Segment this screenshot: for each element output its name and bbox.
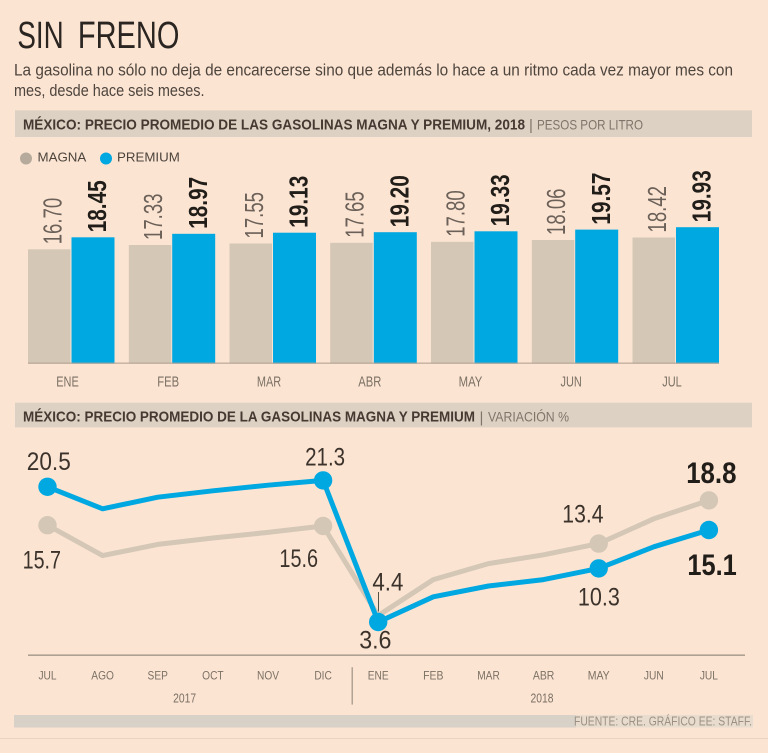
svg-text:ENE: ENE bbox=[368, 669, 389, 683]
svg-text:15.6: 15.6 bbox=[279, 545, 318, 573]
svg-text:mes, desde hace seis meses.: mes, desde hace seis meses. bbox=[14, 81, 205, 100]
svg-text:3.6: 3.6 bbox=[359, 626, 391, 654]
svg-text:MAR: MAR bbox=[257, 373, 281, 390]
svg-text:MAY: MAY bbox=[588, 669, 610, 683]
svg-text:19.57: 19.57 bbox=[588, 173, 616, 225]
svg-text:17.33: 17.33 bbox=[140, 194, 168, 241]
svg-text:21.3: 21.3 bbox=[305, 443, 345, 471]
svg-text:MAGNA: MAGNA bbox=[38, 150, 87, 165]
svg-text:MÉXICO: PRECIO PROMEDIO DE LAS: MÉXICO: PRECIO PROMEDIO DE LAS GASOLINAS… bbox=[23, 116, 525, 133]
svg-text:FRENO: FRENO bbox=[78, 15, 179, 57]
svg-text:FEB: FEB bbox=[423, 669, 443, 683]
svg-text:La gasolina no sólo no deja de: La gasolina no sólo no deja de encarecer… bbox=[14, 60, 733, 79]
svg-text:SIN: SIN bbox=[17, 15, 63, 57]
svg-text:VARIACIÓN %: VARIACIÓN % bbox=[488, 409, 569, 425]
svg-text:JUL: JUL bbox=[38, 669, 56, 683]
svg-text:NOV: NOV bbox=[257, 669, 280, 683]
svg-text:DIC: DIC bbox=[314, 669, 332, 683]
svg-text:20.5: 20.5 bbox=[27, 448, 71, 476]
svg-text:FUENTE: CRE. GRÁFICO EE: STAFF: FUENTE: CRE. GRÁFICO EE: STAFF. bbox=[574, 714, 752, 729]
svg-text:|: | bbox=[480, 409, 484, 426]
svg-text:ABR: ABR bbox=[533, 669, 555, 683]
svg-text:19.13: 19.13 bbox=[286, 176, 314, 228]
svg-text:19.93: 19.93 bbox=[689, 170, 717, 222]
svg-text:FEB: FEB bbox=[157, 373, 179, 390]
svg-text:MÉXICO: PRECIO PROMEDIO DE LA: MÉXICO: PRECIO PROMEDIO DE LA GASOLINAS … bbox=[23, 409, 475, 426]
svg-text:|: | bbox=[529, 117, 533, 134]
svg-text:MAR: MAR bbox=[477, 669, 500, 683]
svg-text:2017: 2017 bbox=[173, 691, 196, 706]
svg-text:15.7: 15.7 bbox=[23, 547, 61, 575]
svg-text:PESOS POR LITRO: PESOS POR LITRO bbox=[537, 116, 643, 132]
svg-text:19.20: 19.20 bbox=[386, 175, 414, 227]
svg-text:19.33: 19.33 bbox=[487, 174, 515, 226]
svg-text:MAY: MAY bbox=[459, 373, 483, 390]
svg-text:13.4: 13.4 bbox=[562, 500, 603, 528]
svg-text:ABR: ABR bbox=[358, 373, 381, 390]
svg-text:4.4: 4.4 bbox=[372, 568, 403, 596]
svg-text:JUN: JUN bbox=[561, 373, 582, 390]
svg-text:10.3: 10.3 bbox=[578, 584, 620, 612]
svg-text:18.42: 18.42 bbox=[644, 186, 672, 233]
svg-text:16.70: 16.70 bbox=[39, 198, 67, 245]
svg-text:JUL: JUL bbox=[662, 373, 682, 390]
svg-text:AGO: AGO bbox=[91, 669, 114, 683]
svg-text:17.65: 17.65 bbox=[342, 191, 370, 238]
svg-text:ENE: ENE bbox=[56, 373, 79, 390]
svg-text:SEP: SEP bbox=[148, 669, 168, 683]
svg-text:15.1: 15.1 bbox=[687, 549, 736, 582]
svg-text:18.8: 18.8 bbox=[686, 457, 736, 490]
svg-text:JUN: JUN bbox=[644, 669, 664, 683]
svg-text:18.45: 18.45 bbox=[84, 180, 112, 232]
svg-text:JUL: JUL bbox=[700, 669, 718, 683]
svg-text:18.97: 18.97 bbox=[185, 177, 213, 229]
svg-text:17.80: 17.80 bbox=[442, 190, 470, 237]
svg-text:18.06: 18.06 bbox=[543, 189, 571, 236]
svg-text:PREMIUM: PREMIUM bbox=[117, 150, 180, 165]
svg-text:2018: 2018 bbox=[531, 691, 554, 706]
svg-text:OCT: OCT bbox=[202, 669, 224, 683]
svg-text:17.55: 17.55 bbox=[241, 192, 269, 239]
